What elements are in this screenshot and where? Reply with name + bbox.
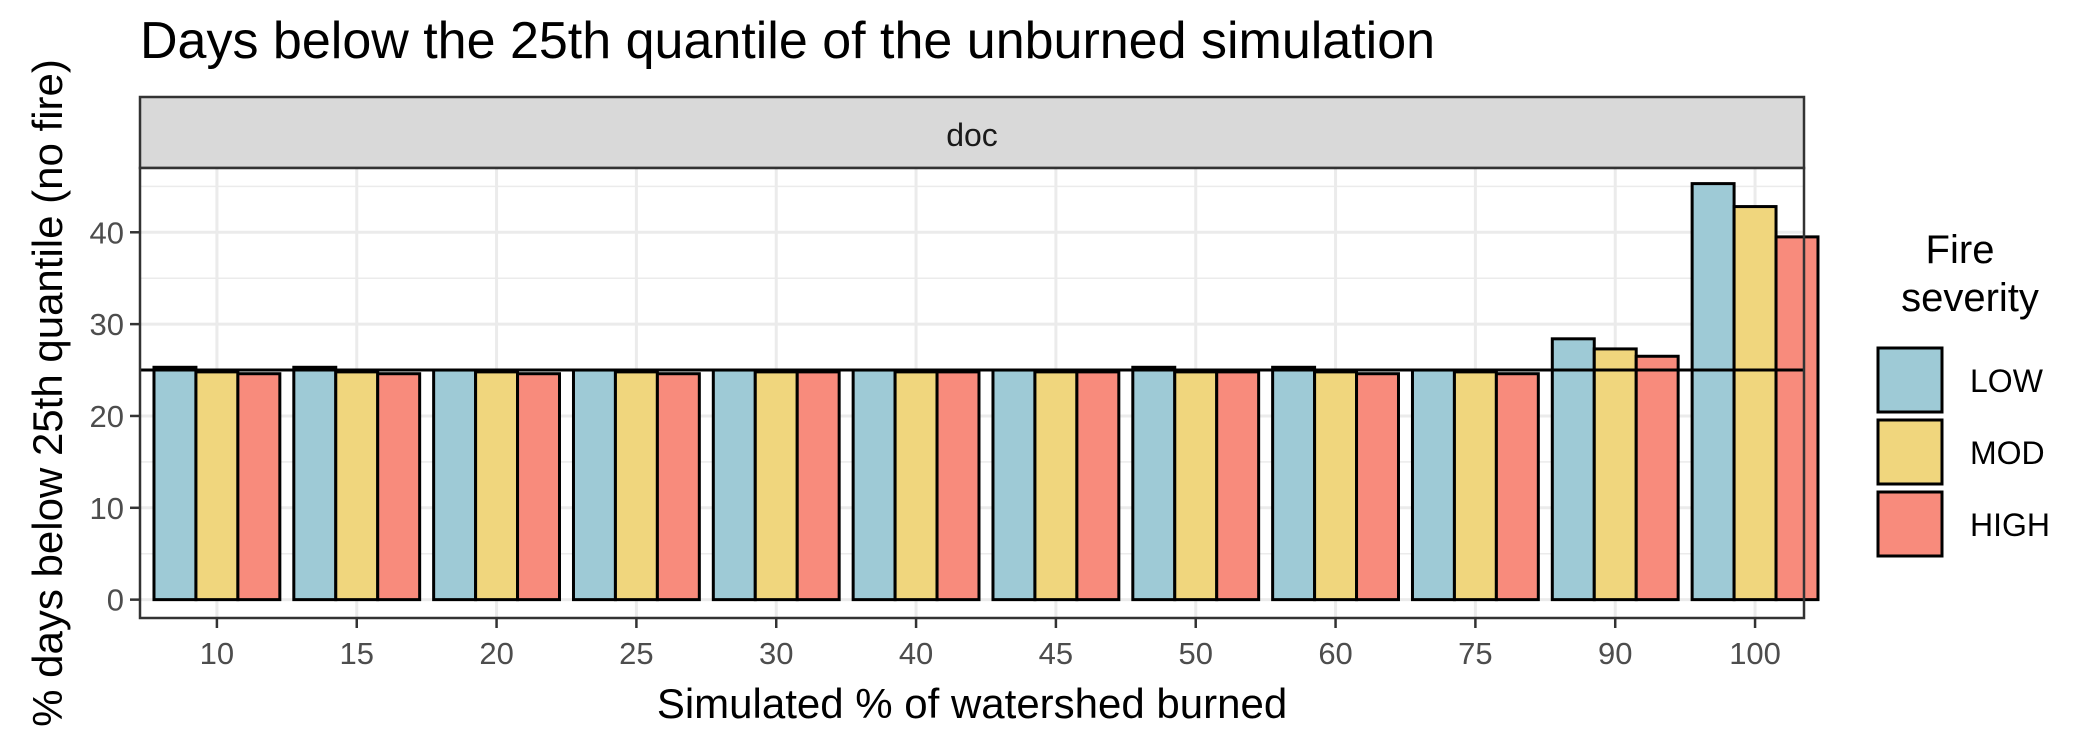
x-tick-label: 15 xyxy=(339,636,373,671)
bar-mod-30 xyxy=(753,370,799,602)
bar-low-30 xyxy=(711,368,757,602)
y-tick-label: 40 xyxy=(90,215,124,250)
bar-high-50 xyxy=(1215,370,1261,602)
x-tick-label: 25 xyxy=(619,636,653,671)
bar-low-75 xyxy=(1410,368,1456,602)
bar-high-90 xyxy=(1634,354,1680,602)
x-tick-label: 30 xyxy=(759,636,793,671)
bars xyxy=(152,182,1820,602)
y-tick-label: 30 xyxy=(90,307,124,342)
panel-strip-label: doc xyxy=(946,117,998,153)
x-tick-label: 100 xyxy=(1729,636,1781,671)
bar-high-25 xyxy=(655,372,701,602)
bar-low-100 xyxy=(1690,182,1736,602)
x-axis-label: Simulated % of watershed burned xyxy=(657,680,1287,727)
bar-mod-45 xyxy=(1033,370,1079,602)
x-tick-label: 10 xyxy=(200,636,234,671)
bar-mod-20 xyxy=(474,370,520,602)
bar-high-100 xyxy=(1774,235,1820,602)
x-tick-label: 50 xyxy=(1178,636,1212,671)
bar-high-15 xyxy=(376,372,422,602)
bar-mod-25 xyxy=(613,370,659,602)
y-axis-label: % days below 25th quantile (no fire) xyxy=(24,59,71,727)
legend-label-mod: MOD xyxy=(1970,435,2045,471)
bar-mod-75 xyxy=(1452,370,1498,602)
x-tick-label: 90 xyxy=(1598,636,1632,671)
bar-low-15 xyxy=(292,365,338,602)
plot-border xyxy=(138,166,1806,620)
legend-items: LOW MOD HIGH xyxy=(1876,346,2050,558)
bar-mod-40 xyxy=(893,370,939,602)
bar-mod-15 xyxy=(334,370,380,602)
bar-mod-10 xyxy=(194,370,240,602)
x-axis: 10 15 20 25 30 40 45 50 60 75 90 100 xyxy=(200,618,1781,671)
bar-high-30 xyxy=(795,370,841,602)
bar-mod-100 xyxy=(1732,205,1778,602)
bar-low-50 xyxy=(1131,365,1177,602)
bar-high-10 xyxy=(236,372,282,602)
x-tick-label: 75 xyxy=(1458,636,1492,671)
y-axis: 0 10 20 30 40 xyxy=(90,215,140,618)
legend-label-low: LOW xyxy=(1970,363,2044,399)
x-tick-label: 60 xyxy=(1318,636,1352,671)
bar-low-20 xyxy=(432,368,478,602)
bar-mod-90 xyxy=(1592,347,1638,602)
bar-low-45 xyxy=(991,368,1037,602)
y-tick-label: 10 xyxy=(90,491,124,526)
bar-low-25 xyxy=(571,368,617,602)
bar-high-45 xyxy=(1075,370,1121,602)
x-tick-label: 40 xyxy=(899,636,933,671)
bar-high-75 xyxy=(1494,372,1540,602)
bar-high-60 xyxy=(1355,372,1400,602)
legend: Fire severity LOW MOD HIGH xyxy=(1876,228,2050,558)
legend-key-mod xyxy=(1876,418,1944,486)
bar-mod-60 xyxy=(1313,370,1359,602)
bar-low-90 xyxy=(1550,337,1596,602)
y-tick-label: 0 xyxy=(107,583,124,618)
y-tick-label: 20 xyxy=(90,399,124,434)
bar-high-20 xyxy=(516,372,561,602)
legend-label-high: HIGH xyxy=(1970,507,2050,543)
chart-title: Days below the 25th quantile of the unbu… xyxy=(140,12,1435,70)
bar-low-40 xyxy=(851,368,897,602)
legend-key-high xyxy=(1876,490,1944,558)
x-tick-label: 20 xyxy=(479,636,513,671)
bar-mod-50 xyxy=(1173,370,1219,602)
bar-high-40 xyxy=(935,370,981,602)
legend-title: Fire severity xyxy=(1901,228,2039,320)
x-tick-label: 45 xyxy=(1039,636,1073,671)
legend-key-low xyxy=(1876,346,1944,414)
panel-strip xyxy=(138,95,1806,170)
bar-low-60 xyxy=(1271,365,1317,602)
bar-low-10 xyxy=(152,365,198,602)
